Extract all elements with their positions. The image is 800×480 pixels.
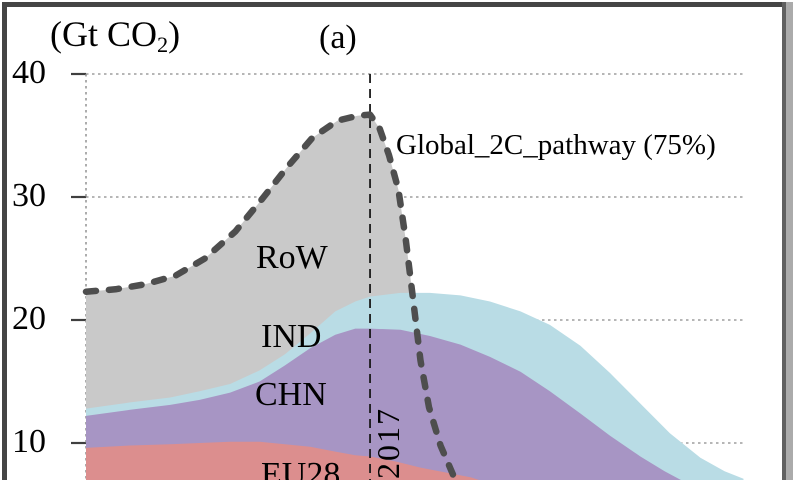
y-axis-label-40: 40 bbox=[12, 54, 46, 91]
series-label-row: RoW bbox=[256, 239, 328, 276]
panel-label: (a) bbox=[319, 19, 357, 56]
year-marker-label: 2017 bbox=[370, 407, 406, 479]
y-axis-unit-label: (Gt CO2) bbox=[50, 14, 181, 58]
pathway-line-label: Global_2C_pathway (75%) bbox=[396, 129, 716, 161]
y-axis-unit-suffix: ) bbox=[168, 14, 181, 54]
y-axis-unit-subscript: 2 bbox=[157, 32, 169, 58]
figure-border-right bbox=[782, 2, 786, 480]
figure-border-left bbox=[2, 2, 7, 480]
series-label-eu28: EU28 bbox=[261, 456, 341, 480]
y-axis-label-10: 10 bbox=[12, 423, 46, 460]
series-label-chn: CHN bbox=[255, 376, 327, 413]
y-axis-label-30: 30 bbox=[12, 177, 46, 214]
area-eu28 bbox=[86, 441, 479, 480]
y-axis-label-20: 20 bbox=[12, 300, 46, 337]
y-axis-unit-prefix: (Gt CO bbox=[50, 14, 157, 54]
pathway-line bbox=[82, 111, 459, 480]
figure-border-right-shade bbox=[786, 2, 793, 480]
figure-border-top bbox=[2, 2, 792, 7]
series-label-ind: IND bbox=[261, 318, 322, 355]
